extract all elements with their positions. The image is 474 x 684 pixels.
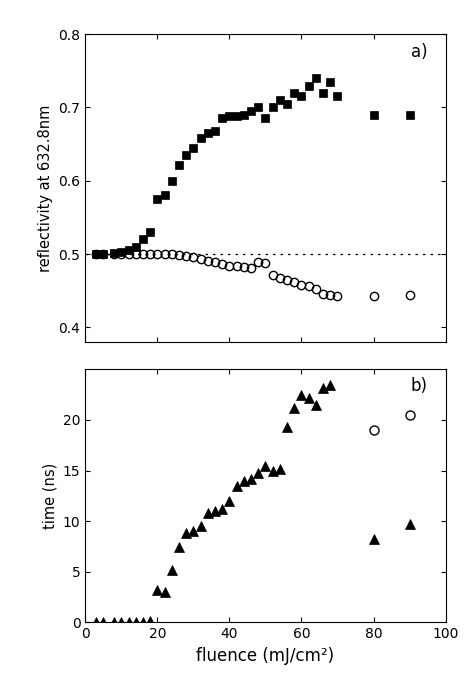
Y-axis label: reflectivity at 632.8nm: reflectivity at 632.8nm — [38, 105, 53, 272]
Text: b): b) — [410, 377, 428, 395]
Text: a): a) — [411, 44, 428, 62]
Y-axis label: time (ns): time (ns) — [42, 463, 57, 529]
X-axis label: fluence (mJ/cm²): fluence (mJ/cm²) — [196, 647, 335, 665]
